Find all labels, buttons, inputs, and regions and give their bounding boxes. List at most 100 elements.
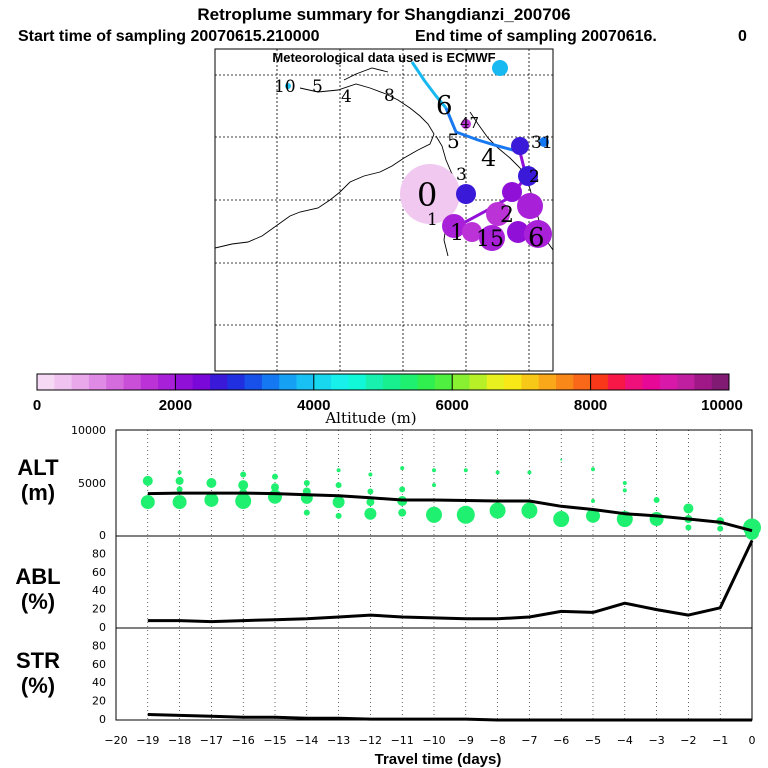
- colorbar-segment: [158, 374, 176, 390]
- subtitle-start: Start time of sampling 20070615.210000: [18, 28, 320, 45]
- abl-line: [147, 539, 754, 624]
- plume-marker: [492, 60, 508, 76]
- x-tick-label: −9: [458, 734, 474, 747]
- colorbar-segment: [365, 374, 384, 390]
- colorbar-segment: [642, 374, 661, 390]
- day-label: 1: [450, 221, 464, 246]
- alt-cluster-point: [206, 478, 217, 488]
- colorbar-segment: [192, 374, 211, 390]
- day-label: 2: [529, 167, 540, 187]
- alt-cluster-point: [622, 481, 627, 485]
- str-line: [147, 713, 752, 722]
- x-tick-label: −10: [422, 734, 445, 747]
- x-tick-label: −2: [680, 734, 696, 747]
- colorbar-segment: [140, 374, 159, 390]
- colorbar-segment: [244, 374, 263, 390]
- colorbar-segment: [417, 374, 436, 390]
- colorbar-segment: [383, 374, 401, 390]
- alt-ytick: 10000: [71, 424, 106, 437]
- alt-cluster-point: [432, 483, 436, 488]
- plume-marker: [539, 137, 549, 147]
- colorbar-tick: 10000: [701, 397, 743, 414]
- alt-label: ALT: [17, 455, 59, 480]
- x-tick-label: −20: [104, 734, 127, 747]
- alt-cluster-point: [586, 508, 600, 523]
- alt-cluster-point: [142, 475, 153, 486]
- plume-marker: [285, 83, 291, 89]
- plume-marker: [462, 222, 482, 242]
- x-tick-label: −4: [617, 734, 633, 747]
- colorbar-label: Altitude (m): [324, 409, 416, 427]
- colorbar-frame: [36, 373, 730, 391]
- colorbar-segment: [106, 374, 124, 390]
- alt-yticks: 0 5000 10000: [71, 424, 106, 542]
- colorbar-segment: [123, 374, 142, 390]
- alt-cluster-point: [400, 466, 405, 471]
- colorbar-segment: [469, 374, 488, 390]
- plume-marker: [507, 221, 529, 243]
- x-tick-label: 0: [749, 734, 756, 747]
- str-unit: (%): [21, 673, 55, 698]
- x-tick-label: −7: [521, 734, 537, 747]
- alt-cluster-point: [335, 482, 342, 489]
- colorbar-segment: [659, 374, 678, 390]
- alt-cluster-point: [177, 470, 182, 475]
- str-ytick: 80: [92, 639, 106, 652]
- plume-marker: [502, 182, 522, 202]
- alt-cluster-point: [238, 480, 249, 491]
- x-tick-label: −14: [295, 734, 318, 747]
- colorbar-segment: [625, 374, 643, 390]
- x-tick-label: −6: [553, 734, 569, 747]
- alt-cluster-point: [489, 502, 506, 519]
- alt-ytick: 0: [99, 529, 106, 542]
- colorbar-segment: [227, 374, 245, 390]
- x-axis-label: Travel time (days): [375, 751, 502, 768]
- colorbar-segment: [677, 374, 695, 390]
- colorbar-dividers: [174, 374, 592, 390]
- alt-cluster-point: [432, 468, 436, 473]
- colorbar-tick: 6000: [436, 397, 469, 414]
- plume-marker: [518, 166, 538, 186]
- alt-cluster-point: [560, 458, 563, 461]
- day-label: 6: [528, 223, 545, 253]
- day-label: 10: [274, 77, 296, 97]
- colorbar-tick: 8000: [574, 397, 607, 414]
- colorbar-segment: [452, 374, 470, 390]
- colorbar-segment: [279, 374, 297, 390]
- x-tick-label: −5: [585, 734, 601, 747]
- alt-cluster-point: [332, 496, 345, 509]
- colorbar-segment: [37, 374, 55, 390]
- subtitle-end-suffix: 0: [738, 28, 747, 45]
- abl-ytick: 80: [92, 547, 106, 560]
- plume-marker: [479, 225, 505, 251]
- plume-marker: [461, 119, 471, 129]
- alt-unit: (m): [21, 480, 55, 505]
- alt-ytick: 5000: [78, 477, 106, 490]
- x-tick-label: −13: [327, 734, 350, 747]
- colorbar-segment: [71, 374, 90, 390]
- subtitle-end: End time of sampling 20070616.: [415, 28, 657, 45]
- x-tick-label: −18: [168, 734, 191, 747]
- x-tick-label: −8: [489, 734, 505, 747]
- alt-mean-line: [147, 491, 753, 533]
- x-tick-labels: −20 −19 −18 −17 −16 −15 −14 −13 −12 −11 −10 −9 −8 −7−…: [104, 734, 755, 747]
- alt-cluster-point: [175, 476, 184, 485]
- alt-cluster-point: [367, 488, 374, 495]
- met-data-line: Meteorological data used is ECMWF: [272, 50, 495, 65]
- colorbar-segment: [296, 374, 315, 390]
- abl-ytick: 0: [99, 621, 106, 634]
- abl-ytick: 20: [92, 603, 106, 616]
- colorbar-segment: [694, 374, 713, 390]
- str-label: STR: [16, 648, 60, 673]
- colorbar-segment: [88, 374, 107, 390]
- plume-marker: [442, 214, 466, 238]
- alt-cluster-point: [622, 488, 627, 493]
- plume-marker: [486, 202, 510, 226]
- colorbar-segment: [331, 374, 349, 390]
- alt-cluster-point: [399, 486, 406, 493]
- alt-cluster-point: [272, 473, 278, 480]
- alt-cluster-point: [426, 506, 442, 523]
- str-ytick: 20: [92, 695, 106, 708]
- colorbar-segment: [521, 374, 540, 390]
- abl-unit: (%): [21, 589, 55, 614]
